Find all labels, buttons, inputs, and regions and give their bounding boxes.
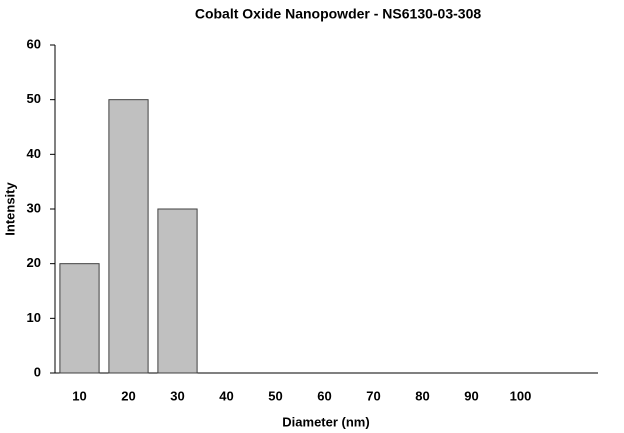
x-tick-label: 30 [170, 388, 184, 403]
y-tick-label: 0 [34, 364, 41, 379]
x-tick-label: 100 [510, 388, 532, 403]
x-tick-label: 20 [121, 388, 135, 403]
y-tick-label: 30 [27, 200, 41, 215]
x-axis-label: Diameter (nm) [282, 414, 369, 429]
bar [157, 208, 198, 374]
chart-title: Cobalt Oxide Nanopowder - NS6130-03-308 [195, 6, 482, 22]
x-tick-label: 60 [317, 388, 331, 403]
x-tick-label: 50 [268, 388, 282, 403]
x-tick-label: 40 [219, 388, 233, 403]
x-tick-label: 80 [415, 388, 429, 403]
y-tick-label: 40 [27, 146, 41, 161]
x-tick-label: 70 [366, 388, 380, 403]
y-tick-label: 20 [27, 255, 41, 270]
x-tick-label: 10 [72, 388, 86, 403]
x-tick-label: 90 [464, 388, 478, 403]
y-tick-label: 60 [27, 36, 41, 51]
bar [108, 99, 149, 374]
y-axis-label: Intensity [2, 182, 17, 236]
y-tick-label: 50 [27, 91, 41, 106]
y-tick-label: 10 [27, 310, 41, 325]
bar [59, 263, 100, 374]
